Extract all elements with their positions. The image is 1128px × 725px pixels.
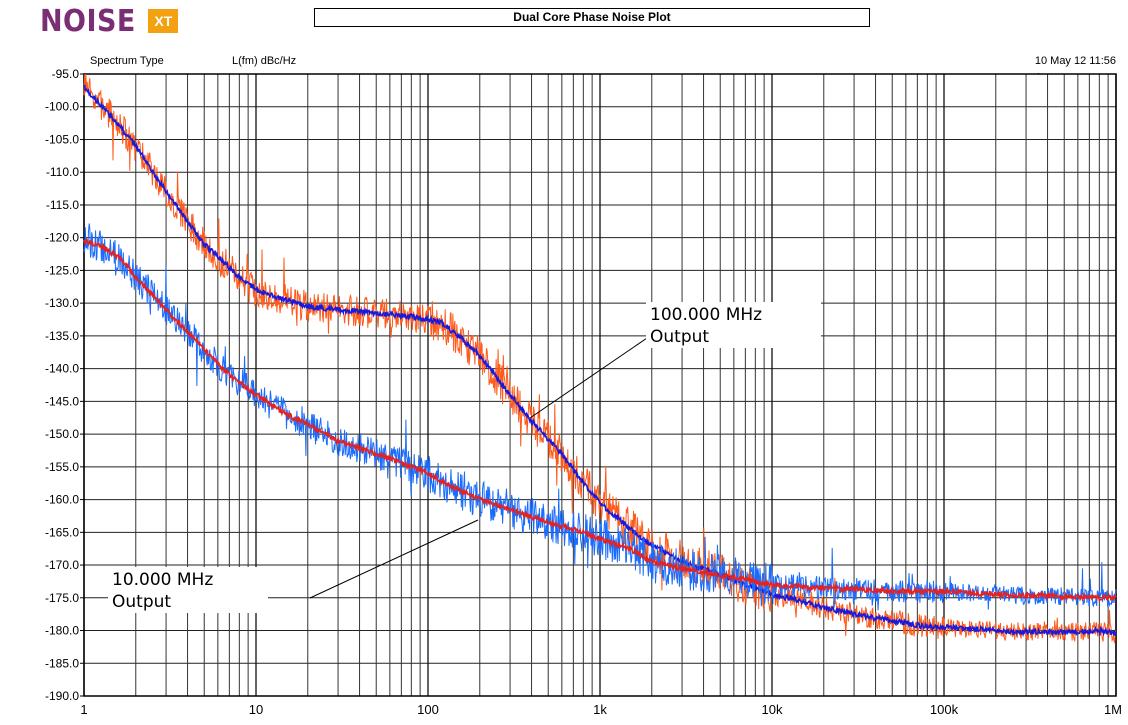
plot-frame bbox=[83, 73, 1117, 697]
spectrum-type-label: Spectrum Type bbox=[90, 55, 164, 67]
x-tick-label: 100k bbox=[930, 702, 959, 717]
y-tick-label: -185.0 bbox=[45, 656, 79, 670]
x-tick-label: 1 bbox=[80, 702, 87, 717]
series-smoothed-0 bbox=[83, 84, 1117, 638]
y-tick-label: -135.0 bbox=[45, 329, 79, 343]
y-tick-label: -155.0 bbox=[45, 460, 79, 474]
logo-badge: XT bbox=[148, 9, 179, 33]
x-tick-label: 10k bbox=[762, 702, 783, 717]
y-tick-label: -140.0 bbox=[45, 362, 79, 376]
x-tick-label: 1k bbox=[593, 702, 607, 717]
y-tick-label: -170.0 bbox=[45, 558, 79, 572]
noise-xt-logo: NOISE XT bbox=[40, 3, 179, 39]
y-tick-label: -120.0 bbox=[45, 231, 79, 245]
plot-title: Dual Core Phase Noise Plot bbox=[314, 8, 870, 27]
annotation-label: 100.000 MHz bbox=[650, 305, 762, 325]
y-tick-label: -110.0 bbox=[46, 165, 79, 179]
x-tick-label: 100 bbox=[417, 702, 439, 717]
y-tick-label: -130.0 bbox=[45, 296, 79, 310]
y-tick-label: -115.0 bbox=[46, 198, 79, 212]
x-tick-label: 10 bbox=[249, 702, 263, 717]
y-tick-label: -95.0 bbox=[52, 67, 80, 81]
y-tick-label: -100.0 bbox=[45, 100, 79, 114]
series-measured-0 bbox=[83, 73, 1117, 645]
x-tick-label: 1M bbox=[1104, 702, 1122, 717]
annotation-label: 10.000 MHz bbox=[112, 570, 213, 590]
annotation-box bbox=[108, 567, 268, 613]
annotation-leader bbox=[309, 519, 479, 599]
y-tick-label: -165.0 bbox=[45, 525, 79, 539]
y-tick-label: -175.0 bbox=[45, 591, 79, 605]
annotation-box bbox=[646, 302, 821, 348]
annotation-label: Output bbox=[650, 327, 709, 347]
logo-word: NOISE bbox=[40, 3, 136, 39]
annotation-leader bbox=[529, 335, 651, 419]
spectrum-type-value: L(fm) dBc/Hz bbox=[232, 55, 297, 67]
y-tick-label: -145.0 bbox=[45, 394, 79, 408]
y-tick-label: -105.0 bbox=[45, 132, 79, 146]
y-tick-label: -180.0 bbox=[45, 624, 79, 638]
timestamp: 10 May 12 11:56 bbox=[1034, 55, 1116, 67]
y-tick-label: -160.0 bbox=[45, 493, 79, 507]
annotation-label: Output bbox=[112, 592, 171, 612]
y-tick-label: -190.0 bbox=[45, 689, 79, 703]
y-tick-label: -150.0 bbox=[45, 427, 79, 441]
series-smoothed-1 bbox=[83, 236, 1117, 602]
y-tick-label: -125.0 bbox=[45, 263, 79, 277]
